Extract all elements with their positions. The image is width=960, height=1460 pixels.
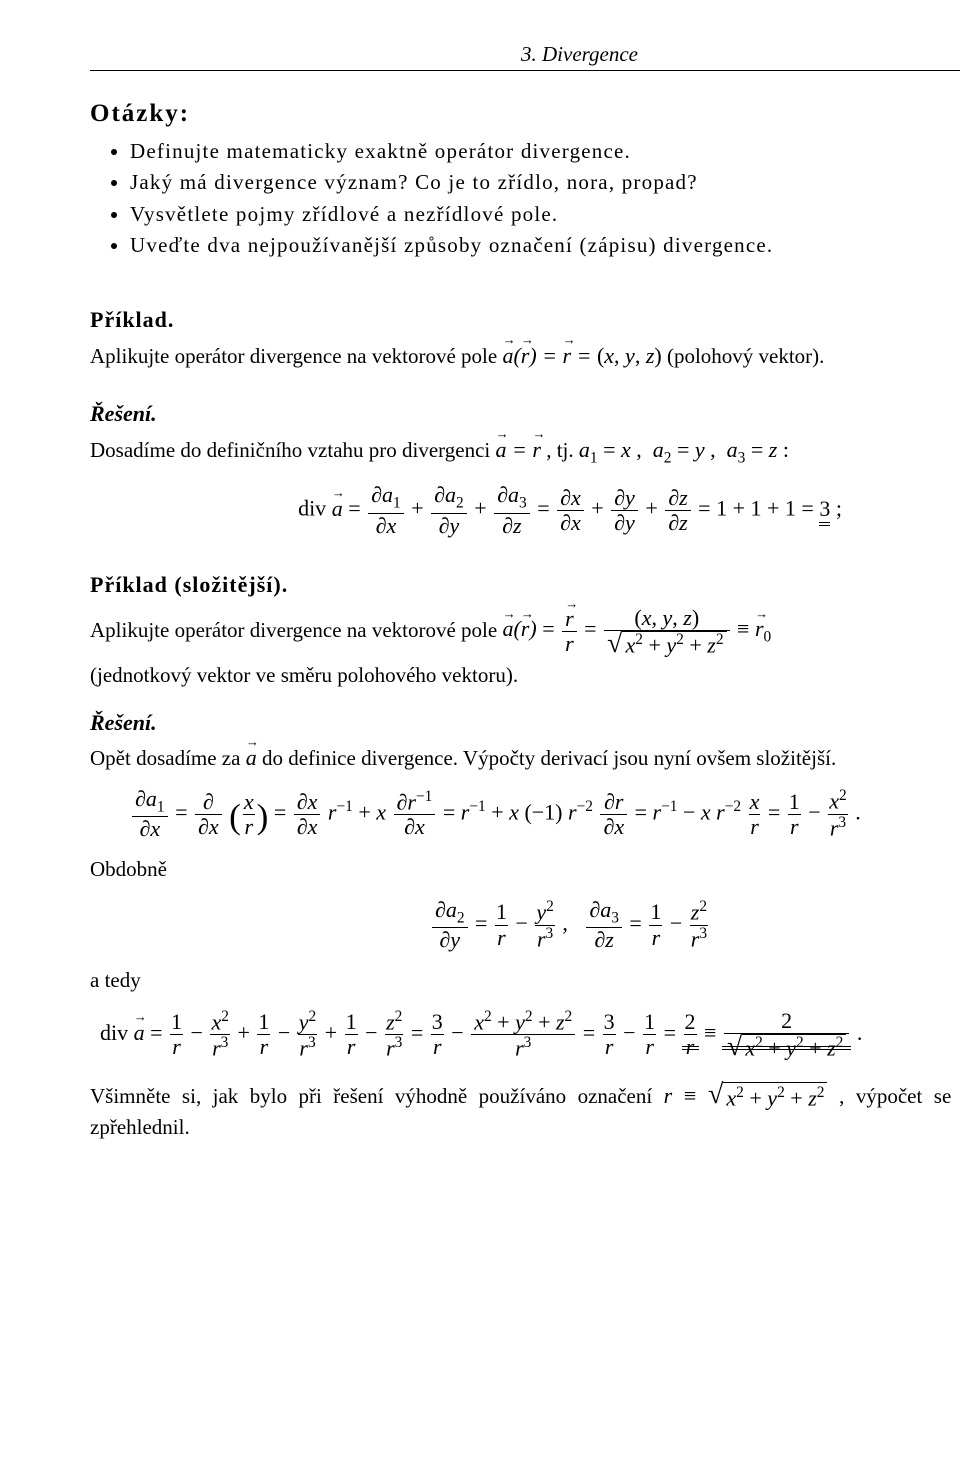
equation-inline: a = r xyxy=(496,437,541,462)
header-spacer xyxy=(90,40,130,68)
example-1: Příklad. Aplikujte operátor divergence n… xyxy=(90,287,960,385)
question-item: Vysvětlete pojmy zřídlové a nezřídlové p… xyxy=(130,200,960,228)
solution-2-title: Řešení. xyxy=(90,708,960,738)
closing-paragraph: Všimněte si, jak bylo při řešení výhodně… xyxy=(90,1081,960,1141)
atedy-label: a tedy xyxy=(90,966,960,994)
example-1-body: Aplikujte operátor divergence na vektoro… xyxy=(90,341,960,371)
header-title: 3. Divergence xyxy=(130,40,960,68)
page-header: 3. Divergence 17 xyxy=(90,40,960,71)
questions-list: Definujte matematicky exaktně operátor d… xyxy=(90,137,960,259)
equation-div-a-sum: div a = ∂a1∂x + ∂a2∂y + ∂a3∂z = ∂x∂x + ∂… xyxy=(90,483,960,538)
equation-inline: a1 = x , a2 = y , a3 = z : xyxy=(579,437,789,462)
questions-title: Otázky: xyxy=(90,97,960,131)
equation-da1-dx: ∂a1∂x = ∂∂x (xr) = ∂x∂x r−1 + x ∂r−1∂x =… xyxy=(90,787,960,842)
text-run: Všimněte si, jak bylo při řešení výhodně… xyxy=(90,1084,664,1108)
question-item: Definujte matematicky exaktně operátor d… xyxy=(130,137,960,165)
example-2-suffix: (jednotkový vektor ve směru polohového v… xyxy=(90,661,960,689)
equation-inline: r ≡ √x2 + y2 + z2 xyxy=(664,1083,840,1108)
text-run: Dosadíme do definičního vztahu pro diver… xyxy=(90,438,496,462)
solution-2-body: Opět dosadíme za a do definice divergenc… xyxy=(90,743,960,773)
text-run: Aplikujte operátor divergence na vektoro… xyxy=(90,617,502,641)
equation-inline: a(r) = rr = (x, y, z) √x2 + y2 + z2 ≡ r0 xyxy=(502,616,771,641)
example-2-body: Aplikujte operátor divergence na vektoro… xyxy=(90,606,960,658)
solution-1-body: Dosadíme do definičního vztahu pro diver… xyxy=(90,435,960,469)
text-run: Aplikujte operátor divergence na vektoro… xyxy=(90,344,502,368)
example-2-title: Příklad (složitější). xyxy=(90,570,960,600)
solution-1-title: Řešení. xyxy=(90,399,960,429)
questions-block: Otázky: Definujte matematicky exaktně op… xyxy=(90,97,960,287)
question-item: Uveďte dva nejpoužívanější způsoby označ… xyxy=(130,231,960,259)
equation-da2-da3: ∂a2∂y = 1r − y2r3 , ∂a3∂z = 1r − z2r3 xyxy=(90,898,960,953)
equation-div-a-final: div a = 1r − x2r3 + 1r − y2r3 + 1r − z2r… xyxy=(90,1009,960,1061)
text-run: (polohový vektor). xyxy=(667,344,824,368)
equation-inline: a(r) = r = (x, y, z) xyxy=(502,343,661,368)
question-item: Jaký má divergence význam? Co je to zříd… xyxy=(130,168,960,196)
text-run: , tj. xyxy=(546,438,579,462)
example-2: Příklad (složitější). Aplikujte operátor… xyxy=(90,552,960,694)
obdobne-label: Obdobně xyxy=(90,855,960,883)
